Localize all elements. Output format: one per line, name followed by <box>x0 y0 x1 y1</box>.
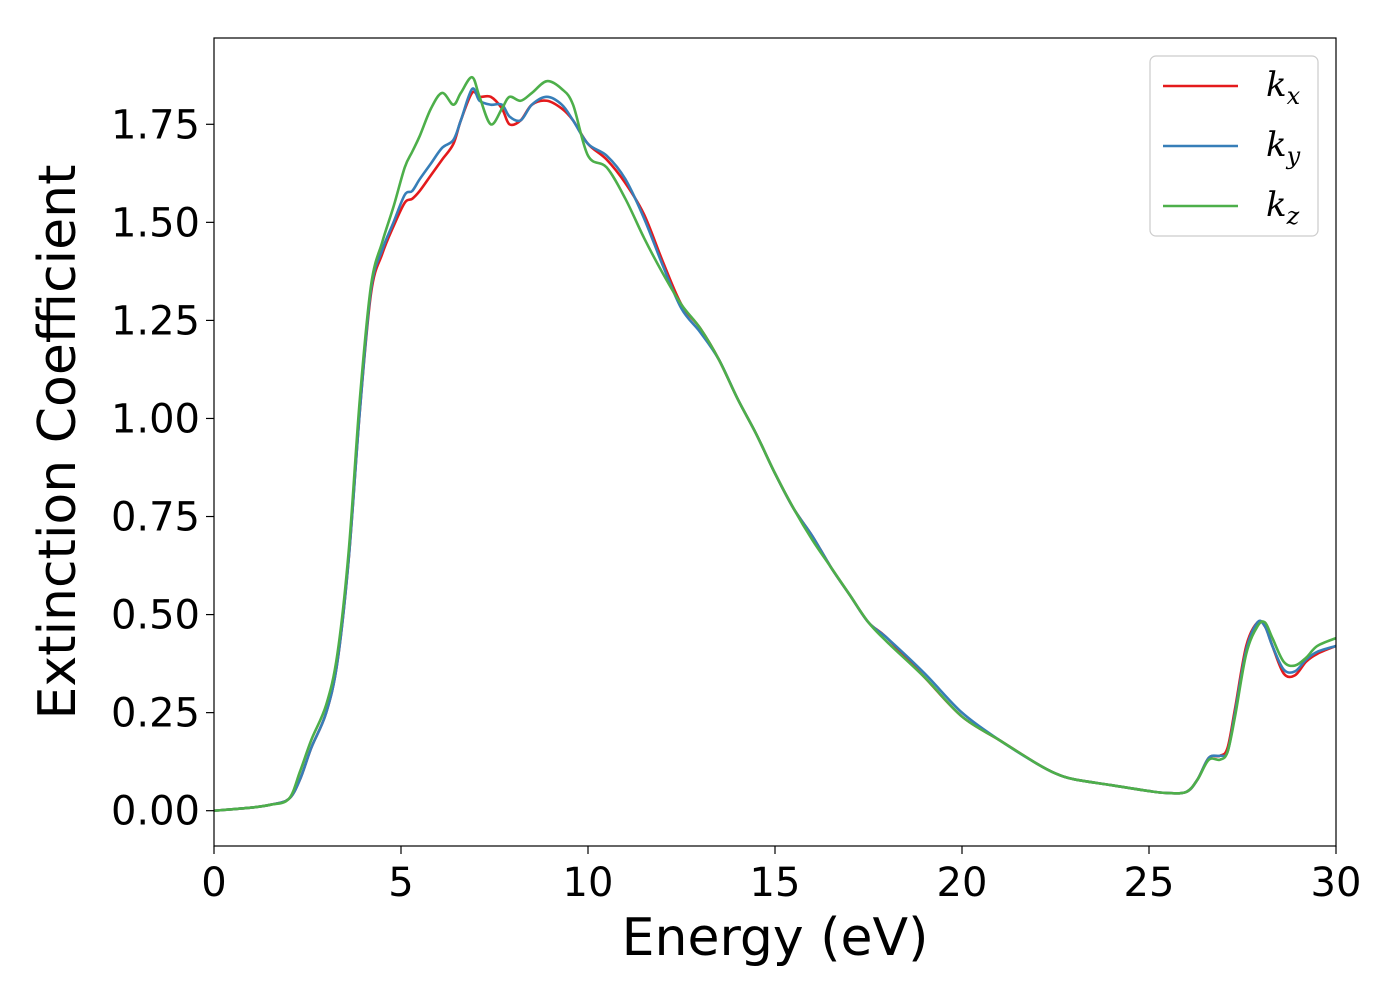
x-tick-label: 0 <box>201 860 226 906</box>
x-axis-ticks: 0 5 10 15 20 25 30 <box>201 846 1361 906</box>
legend-label-ky: ky <box>1266 125 1301 170</box>
legend: kx ky kz <box>1149 55 1319 237</box>
x-axis-label: Energy (eV) <box>622 908 929 968</box>
series-line-ky <box>213 87 1337 812</box>
legend-label-kx: kx <box>1266 65 1301 110</box>
y-tick-label: 1.00 <box>111 396 200 442</box>
y-tick-label: 0.75 <box>111 495 200 541</box>
legend-label-kz: kz <box>1266 185 1300 230</box>
y-tick-label: 0.00 <box>111 789 200 835</box>
x-tick-label: 10 <box>563 860 614 906</box>
y-tick-label: 0.25 <box>111 691 200 737</box>
x-tick-label: 25 <box>1124 860 1175 906</box>
y-axis-label: Extinction Coefficient <box>28 165 88 720</box>
y-tick-label: 1.50 <box>111 200 200 246</box>
y-tick-label: 0.50 <box>111 593 200 639</box>
series-line-kz <box>213 75 1337 812</box>
y-tick-label: 1.25 <box>111 298 200 344</box>
y-axis-ticks: 0.00 0.25 0.50 0.75 1.00 1.25 1.50 1.75 <box>111 102 214 835</box>
x-tick-label: 30 <box>1311 860 1362 906</box>
x-tick-label: 20 <box>937 860 988 906</box>
series-layer <box>213 75 1337 812</box>
plot-background <box>214 38 1336 846</box>
x-tick-label: 5 <box>388 860 413 906</box>
x-tick-label: 15 <box>750 860 801 906</box>
y-tick-label: 1.75 <box>111 102 200 148</box>
